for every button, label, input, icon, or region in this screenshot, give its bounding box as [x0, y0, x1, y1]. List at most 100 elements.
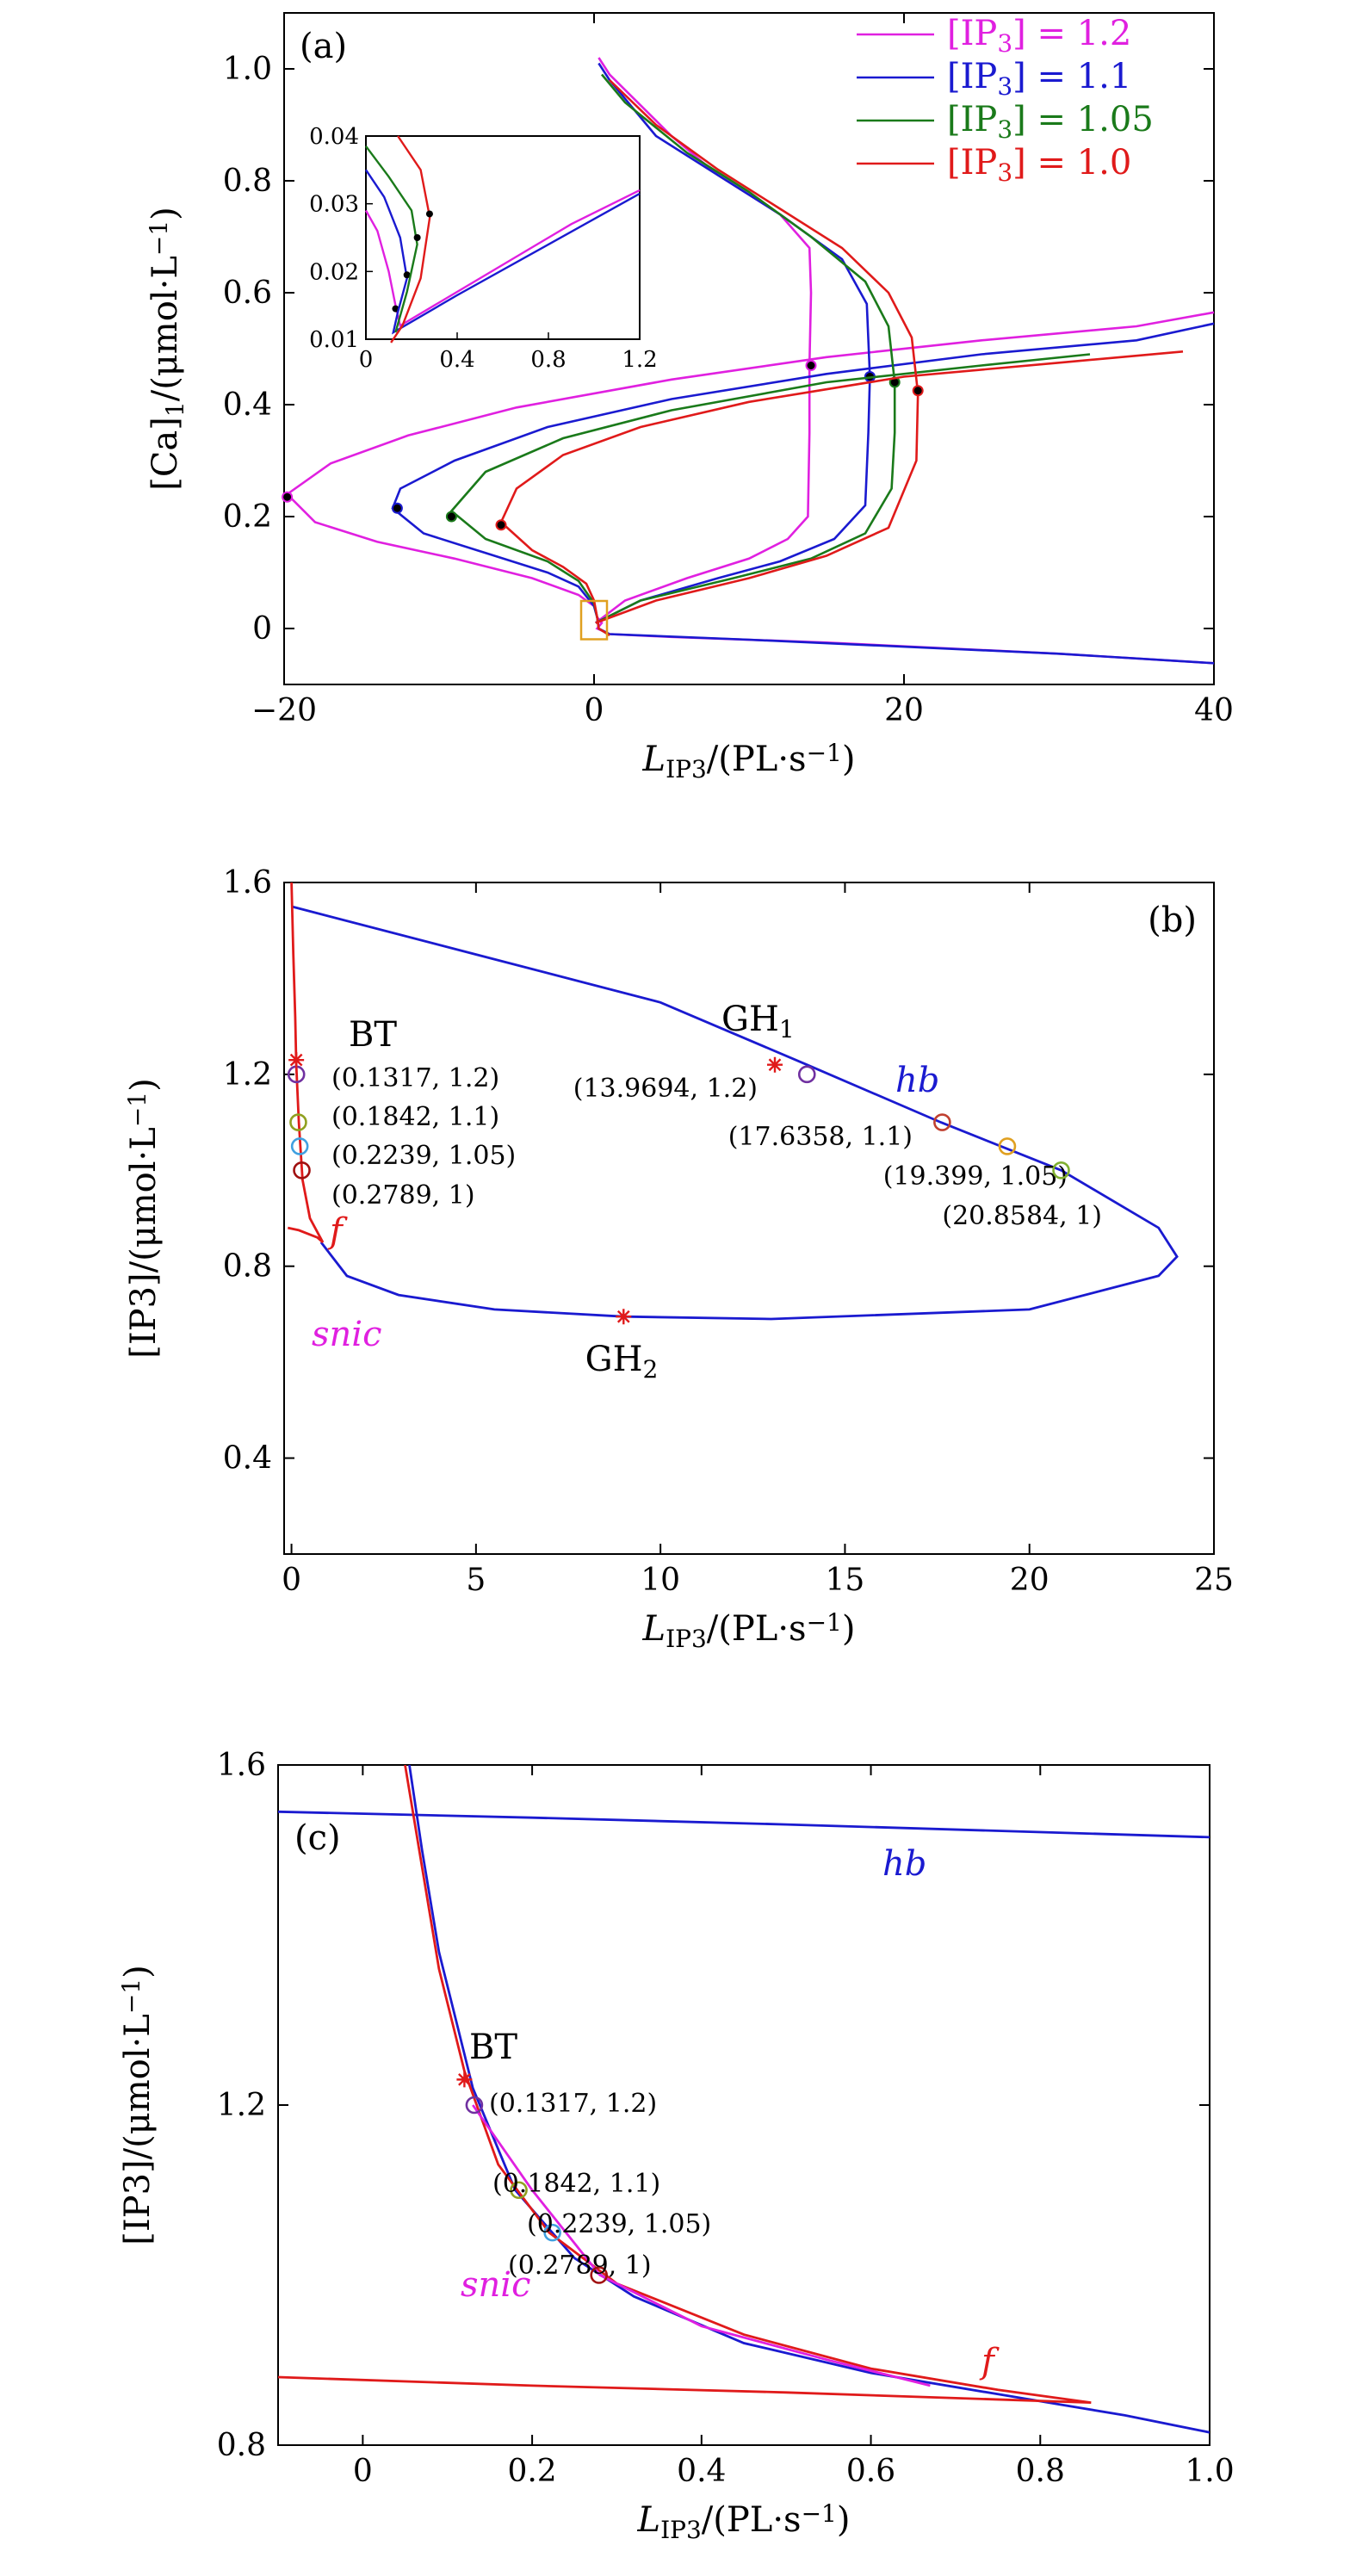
curve-f: [278, 1765, 1092, 2404]
label-part: GH: [721, 1000, 779, 1039]
x-tick-label: 40: [1194, 693, 1234, 728]
zoom-region-box: [579, 599, 609, 641]
y-tick-label: 1.6: [217, 1748, 266, 1783]
curve-group: [278, 1765, 1210, 2434]
legend-part: ] = 1.0: [1012, 143, 1131, 183]
inset-y-tick-label: 0.03: [309, 192, 359, 218]
label-part: −1: [117, 1978, 146, 2014]
bifurcation-star: [288, 1052, 305, 1068]
label-part: ): [124, 1078, 164, 1092]
curve-snic: [472, 2104, 931, 2387]
panel-label: (c): [294, 1818, 341, 1858]
x-tick-label: 1.0: [1185, 2454, 1234, 2489]
inset-series-line: [365, 169, 641, 335]
legend-part: 3: [997, 72, 1012, 101]
marked-point-label: (0.1842, 1.1): [331, 1102, 499, 1132]
y-tick-label: 1.0: [223, 52, 272, 87]
label-part: −1: [802, 2499, 837, 2528]
series-line: [391, 322, 1215, 665]
label-part: /(μmol·L: [146, 256, 185, 401]
marked-point-label: (0.1842, 1.1): [492, 2169, 660, 2199]
y-tick-label: 0.4: [223, 387, 272, 423]
curve-label-snic: snic: [461, 2265, 530, 2305]
x-tick-label: 25: [1194, 1563, 1234, 1598]
curve-label-f: f: [979, 2342, 1000, 2381]
y-tick-label: 0.4: [223, 1441, 272, 1477]
inset-x-tick-label: 1.2: [622, 347, 657, 373]
curve-f: [288, 882, 325, 1243]
panel-label: (b): [1148, 901, 1197, 940]
bifurcation-marker: [445, 511, 457, 523]
inset-y-tick-label: 0.01: [309, 327, 359, 353]
y-tick-label: 0: [252, 611, 272, 647]
y-tick-label: 0.6: [223, 276, 272, 311]
marked-point-label: (17.6358, 1.1): [728, 1122, 913, 1152]
legend-part: ] = 1.05: [1012, 100, 1154, 139]
marked-point: [543, 2223, 561, 2242]
legend-part: [IP: [947, 143, 997, 183]
curve-hb_lower: [408, 1765, 1210, 2434]
y-axis-label: [Ca]1/(μmol·L−1): [145, 207, 190, 491]
x-tick-label: 0: [585, 693, 604, 728]
curve-label-f: f: [327, 1211, 348, 1251]
panel-c-chart: 0 0.2 0.4 0.6 0.8 1.00.81.21.6LIP3/(PL·s−1)[I…: [117, 1748, 1235, 2544]
marked-point-label: (20.8584, 1): [942, 1201, 1102, 1231]
bifurcation-marker: [912, 385, 924, 397]
label-part: /(PL·s: [707, 740, 807, 779]
curve-label-hb: hb: [882, 1844, 926, 1884]
panel-a-chart: −20 0 20 4000.20.40.60.81.0LIP3/(PL·s−1)[Ca…: [145, 12, 1234, 783]
marked-point: [1052, 1161, 1070, 1180]
x-tick-label: 0: [353, 2454, 373, 2489]
x-axis-label: LIP3/(PL·s−1): [637, 2499, 851, 2545]
inset-marker: [403, 271, 411, 279]
marked-point: [998, 1137, 1017, 1155]
label-part: ): [837, 2500, 851, 2540]
bifurcation-star: [767, 1056, 783, 1073]
y-tick-label: 1.2: [217, 2088, 266, 2123]
bifurcation-marker: [495, 519, 507, 531]
legend-part: 3: [997, 158, 1012, 187]
x-tick-label: 0: [282, 1563, 301, 1598]
label-part: IP3: [666, 1625, 707, 1653]
x-tick-label: 0.6: [846, 2454, 895, 2489]
plot-frame: [283, 882, 1215, 1555]
label-part: [IP3]/(μmol·L: [124, 1127, 164, 1359]
inset-y-tick-label: 0.04: [309, 124, 359, 150]
bifurcation-label: BT: [469, 2028, 517, 2067]
legend-entry: [IP3] = 1.05: [947, 100, 1154, 144]
curve-label-hb: hb: [895, 1061, 939, 1100]
marked-point-label: (0.1317, 1.2): [489, 2089, 657, 2119]
x-tick-label: 5: [466, 1563, 486, 1598]
label-part: −1: [807, 1608, 842, 1637]
legend-part: ] = 1.2: [1012, 14, 1131, 53]
inset-marker: [425, 210, 433, 218]
x-tick-label: 15: [826, 1563, 865, 1598]
legend-entry: [IP3] = 1.0: [947, 143, 1131, 187]
marked-point-label: (19.399, 1.05): [883, 1161, 1068, 1192]
series-line: [449, 353, 1091, 636]
label-part: −1: [145, 220, 173, 256]
panel-label: (a): [300, 27, 347, 66]
y-tick-label: 0.8: [217, 2428, 266, 2463]
y-tick-label: 0.8: [223, 1249, 272, 1285]
inset-x-tick-label: 0.8: [530, 347, 566, 373]
label-part: [IP3]/(μmol·L: [118, 2014, 158, 2245]
inset-frame: [365, 135, 641, 340]
x-tick-label: 0.8: [1016, 2454, 1065, 2489]
inset-x-tick-label: 0: [359, 347, 374, 373]
marked-point-label: (0.2239, 1.05): [527, 2209, 711, 2239]
legend-part: 3: [997, 115, 1012, 144]
label-part: ): [842, 740, 856, 779]
inset-series-line: [365, 146, 418, 333]
bifurcation-marker: [282, 491, 294, 503]
series-line: [595, 79, 919, 624]
inset-y-tick-label: 0.02: [309, 259, 359, 285]
marked-point: [465, 2096, 484, 2115]
x-tick-label: 20: [1010, 1563, 1050, 1598]
inset-marker: [413, 234, 421, 241]
label-part: L: [642, 1609, 666, 1649]
x-tick-label: 0.4: [677, 2454, 726, 2489]
bifurcation-star: [456, 2071, 473, 2088]
label-part: /(PL·s: [707, 1609, 807, 1649]
